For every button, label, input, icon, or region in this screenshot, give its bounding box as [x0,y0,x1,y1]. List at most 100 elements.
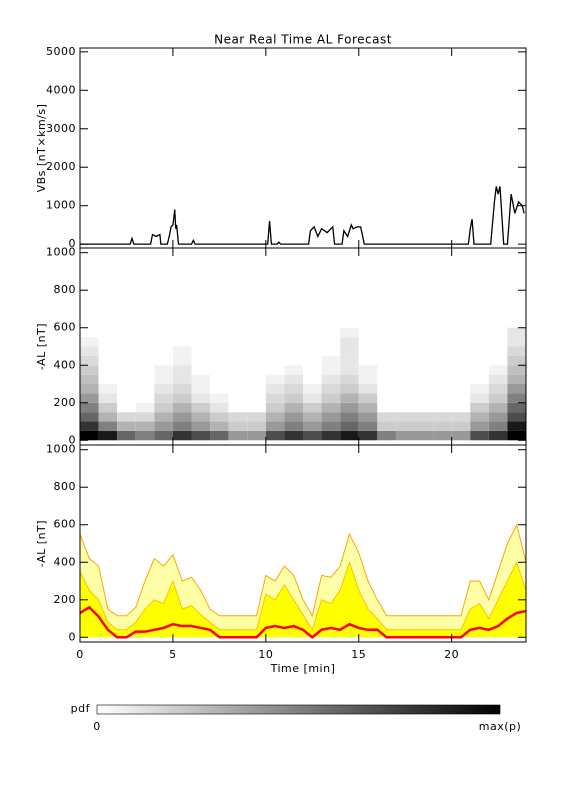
heat-cell [470,430,489,441]
heat-cell [470,393,489,403]
heat-cell [98,384,118,394]
heat-cell [377,412,396,422]
heat-cell [414,365,434,375]
heat-cell [414,421,434,431]
heat-cell [154,337,173,347]
heat-cell [321,327,341,338]
heat-cell [303,421,322,431]
colorbar [96,704,501,715]
heat-cell [80,374,99,385]
heat-cell [507,384,526,394]
y-tick-label: 400 [54,555,77,568]
heat-cell [303,393,322,403]
heat-cell [284,355,303,366]
heat-cell [395,346,415,356]
heat-cell [80,346,99,356]
heat-cell [135,327,155,338]
heat-cell [488,412,508,422]
y-tick-label: 0 [69,433,77,446]
heat-cell [377,430,396,441]
heat-cell [172,430,192,441]
heat-cell [228,327,248,338]
heat-cell [98,374,118,385]
heat-cell [172,402,192,413]
heat-cell [284,337,303,347]
heat-cell [451,355,471,366]
heat-cell [172,337,192,347]
heat-cell [117,327,136,338]
heat-cell [433,402,452,413]
heat-cell [154,430,173,441]
heat-cell [247,430,266,441]
heat-cell [358,384,378,394]
heat-cell [135,355,155,366]
heat-cell [210,402,229,413]
heat-cell [172,384,192,394]
heat-cell [340,337,359,347]
heat-cell [321,346,341,356]
heat-cell [395,355,415,366]
heat-cell [433,337,452,347]
heat-cell [228,365,248,375]
heat-cell [340,327,359,338]
heat-cell [507,402,526,413]
heat-cell [191,421,211,431]
heat-cell [303,355,322,366]
heat-cell [433,384,452,394]
heat-cell [117,365,136,375]
y-axis-label: VBs [nT×km/s] [35,104,48,193]
heat-cell [377,374,396,385]
heat-cell [358,402,378,413]
heat-cell [358,346,378,356]
heat-cell [470,327,489,338]
heat-cell [80,337,99,347]
y-tick-label: 600 [54,518,77,531]
heat-cell [80,355,99,366]
heat-cell [470,337,489,347]
heat-cell [117,393,136,403]
heat-cell [395,374,415,385]
heat-cell [117,355,136,366]
heat-cell [135,421,155,431]
heat-cell [395,402,415,413]
heat-cell [191,393,211,403]
heat-cell [340,402,359,413]
heat-cell [247,421,266,431]
heat-cell [395,365,415,375]
colorbar-max-label: max(p) [479,720,522,733]
heat-cell [377,384,396,394]
heat-cell [210,393,229,403]
heat-cell [358,393,378,403]
y-tick-label: 200 [54,593,77,606]
heat-cell [98,430,118,441]
heat-cell [154,327,173,338]
heat-cell [507,355,526,366]
heat-cell [228,430,248,441]
heat-cell [377,355,396,366]
heat-cell [451,374,471,385]
heat-cell [98,346,118,356]
heat-cell [154,412,173,422]
heat-cell [172,365,192,375]
heat-cell [247,384,266,394]
heat-cell [117,374,136,385]
heat-cell [135,365,155,375]
heat-cell [284,384,303,394]
heat-cell [284,402,303,413]
heat-cell [470,355,489,366]
heat-cell [470,384,489,394]
heat-cell [154,374,173,385]
heat-cell [284,430,303,441]
heat-cell [321,402,341,413]
heat-cell [154,355,173,366]
heat-cell [284,412,303,422]
heat-cell [358,355,378,366]
heat-cell [451,402,471,413]
heat-cell [395,393,415,403]
heat-cell [395,327,415,338]
heat-cell [340,374,359,385]
heat-cell [154,346,173,356]
heat-cell [358,421,378,431]
heat-cell [507,346,526,356]
